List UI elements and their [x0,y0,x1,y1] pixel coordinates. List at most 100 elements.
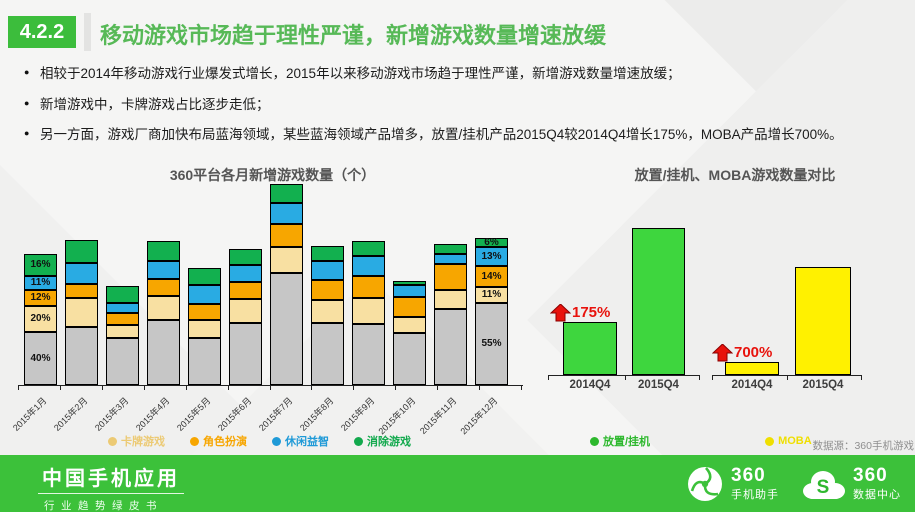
bar-segment [393,281,426,285]
stacked-bar [393,281,426,385]
bar-segment [311,323,344,385]
segment-percent-label: 13% [481,250,502,262]
legend-dot-icon [272,436,281,446]
axis-tick [787,376,788,380]
bar-segment [311,280,344,300]
growth-annotation: 175% [550,303,610,322]
axis-tick [185,386,187,390]
axis-tick [548,376,549,380]
x-axis-label: 2014Q4 [569,379,611,391]
legend-label: 卡牌游戏 [121,436,165,448]
bar-segment: 12% [24,290,57,306]
segment-percent-label: 11% [30,277,51,288]
bar-segment [147,261,180,279]
bar-segment: 11% [475,287,508,303]
page-title: 移动游戏市场趋于理性严谨，新增游戏数量增速放缓 [100,23,607,48]
segment-percent-label: 14% [481,270,502,282]
axis-tick [143,386,145,390]
legend-dot-icon [590,436,599,446]
axis-tick [353,386,355,390]
bar-segment [352,276,385,298]
bar-segment [393,333,426,385]
bullet-item: 另一方面，游戏厂商加快布局蓝海领域，某些蓝海领域产品增多，放置/挂机产品2015… [24,125,900,145]
legend-item: 角色扮演 [190,433,247,449]
segment-percent-label: 20% [30,313,51,324]
axis-tick [437,386,439,390]
footer-bar: 中国手机应用 行业趋势绿皮书 360 手机助手 [0,455,915,512]
bar-segment [434,254,467,264]
360-cloud-icon: S [803,471,845,499]
right-chart-title: 放置/挂机、MOBA游戏数量对比 [634,167,836,183]
bar-segment [147,279,180,296]
legend-item: 卡牌游戏 [108,433,165,449]
legend-dot-icon [190,436,199,446]
legend-label: 角色扮演 [203,436,247,448]
axis-tick [395,386,397,390]
data-source-note: 数据源：360手机游戏 [812,440,914,452]
value-bar [632,228,685,375]
bar-segment [352,298,385,324]
bar-segment [311,261,344,280]
x-axis-label: 2015Q4 [638,379,679,391]
bar-segment [229,265,262,282]
bar-segment [270,273,303,385]
left-chart-x-axis [18,385,523,391]
header-divider [84,13,91,51]
svg-text:S: S [817,477,830,498]
axis-tick [861,376,862,380]
bar-segment: 20% [24,306,57,332]
bar-segment [188,338,221,385]
bar-segment [229,299,262,323]
value-bar [563,322,617,375]
bar-segment [393,285,426,297]
bar-segment: 13% [475,247,508,266]
bar-segment [434,309,467,385]
legend-item: MOBA [765,433,812,449]
logo-360-data-center: S 360 数据中心 [799,466,901,502]
stacked-bar: 40% 20% 12% 11% 16% [24,254,57,385]
report-brand: 中国手机应用 行业趋势绿皮书 [38,462,184,512]
bar-segment [229,282,262,299]
bar-segment: 16% [24,254,57,276]
legend-item: 放置/挂机 [590,433,650,449]
right-chart-legend: 放置/挂机 MOBA [590,433,812,449]
bar-segment [106,303,139,313]
segment-percent-label: 6% [484,236,499,248]
bar-group: 2014Q4 2015Q4 175% [548,195,700,391]
bar-segment [188,304,221,320]
brand-title: 中国手机应用 [38,462,184,494]
left-chart-legend: 卡牌游戏 角色扮演 休闲益智 消除游戏 [108,433,411,449]
axis-tick [269,386,271,390]
logo-text: 手机助手 [731,488,779,501]
bar-segment [270,184,303,203]
bar-segment [393,297,426,317]
stacked-bar [352,241,385,385]
bar-segment [65,284,98,298]
bar-segment: 55% [475,303,508,385]
segment-percent-label: 40% [30,352,51,364]
segment-percent-label: 16% [30,259,51,270]
segment-percent-label: 12% [30,292,51,303]
up-arrow-icon [550,303,571,321]
bullet-item: 新增游戏中，卡牌游戏占比逐步走低； [24,95,900,115]
value-bar [795,267,851,375]
group-x-axis [712,375,862,376]
bar-segment [270,247,303,273]
bar-segment [106,286,139,303]
legend-label: MOBA [778,435,812,447]
legend-label: 休闲益智 [285,436,329,448]
bar-segment [188,320,221,338]
legend-label: 放置/挂机 [603,436,651,448]
360-fan-icon [688,467,722,501]
bar-segment [106,325,139,338]
stacked-bar [106,286,139,385]
section-number-badge: 4.2.2 [8,16,76,48]
axis-tick [59,386,61,390]
legend-item: 消除游戏 [354,433,411,449]
bar-segment [434,290,467,309]
bar-segment [229,323,262,385]
bar-segment [147,320,180,385]
logo-text: 数据中心 [853,488,901,501]
logo-360-mobile-assistant: 360 手机助手 [685,464,779,504]
